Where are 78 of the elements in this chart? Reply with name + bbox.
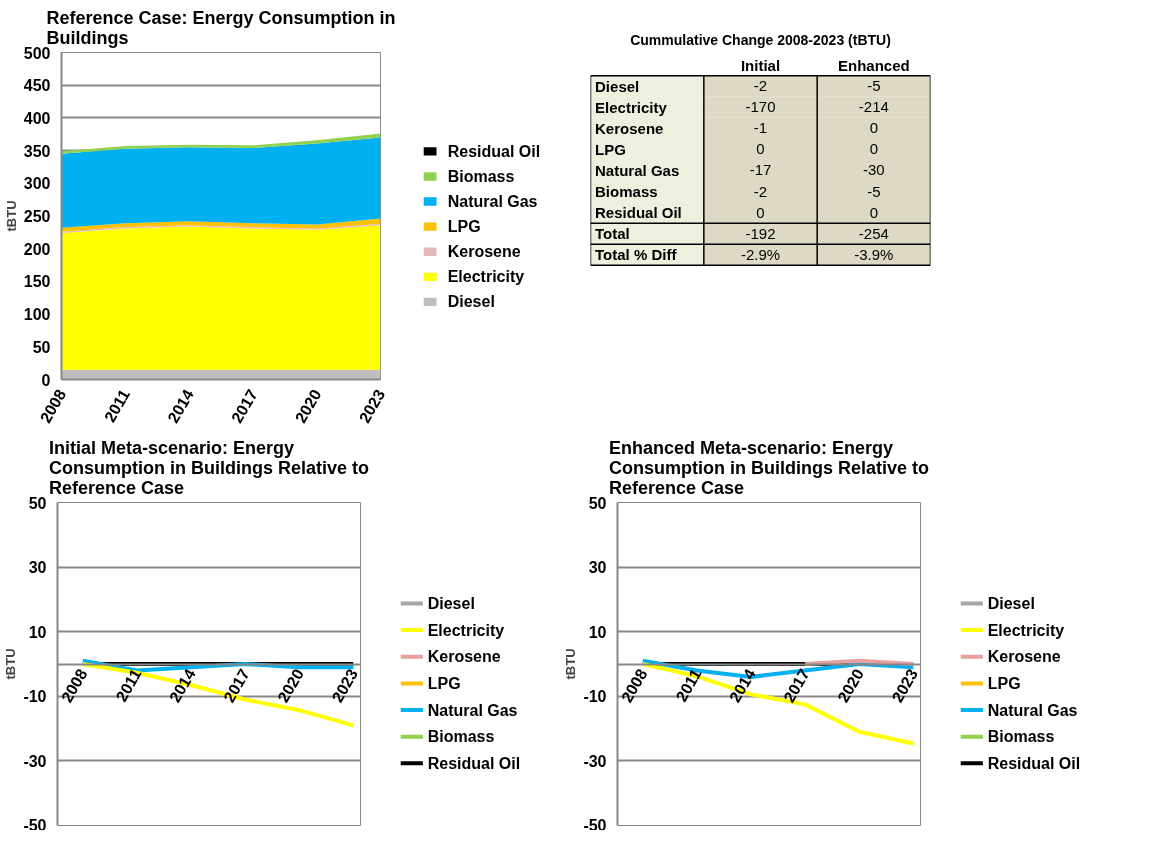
y-tick-label: 10 <box>588 623 607 641</box>
text: -5 <box>867 77 881 95</box>
text: LPG <box>595 140 626 158</box>
legend-label: LPG <box>427 674 461 692</box>
text: -192 <box>745 224 776 242</box>
text: Diesel <box>595 77 640 95</box>
text: -214 <box>858 98 889 116</box>
chart-title: Initial Meta-scenario: Energy Consumption in Buildings Relative to Reference Case <box>49 437 370 498</box>
legend-label: Kerosene <box>447 243 521 261</box>
legend-label: Residual Oil <box>447 142 541 160</box>
y-tick-label: 10 <box>28 623 47 641</box>
text: 0 <box>869 140 879 158</box>
y-tick-label: 50 <box>28 494 47 512</box>
text: Biomass <box>595 183 658 201</box>
text: -3.9% <box>854 246 894 264</box>
y-tick-label: -30 <box>583 752 607 770</box>
text: -5 <box>867 182 881 200</box>
legend-label: Electricity <box>987 621 1065 639</box>
legend-label: Natural Gas <box>987 701 1078 719</box>
legend-label: Natural Gas <box>427 701 518 719</box>
y-axis-title: tBTU <box>3 648 19 680</box>
text: -30 <box>862 161 885 179</box>
legend-label: Electricity <box>427 621 505 639</box>
text: -2 <box>753 77 768 95</box>
legend-label: Biomass <box>447 167 515 185</box>
text: Total <box>595 225 630 243</box>
text: Enhanced <box>837 56 910 74</box>
legend-label: Diesel <box>447 293 495 311</box>
text: -1 <box>753 119 768 137</box>
y-tick-label: 400 <box>23 109 51 127</box>
y-tick-label: 250 <box>23 208 51 225</box>
legend-label: Natural Gas <box>447 193 538 211</box>
y-tick-label: 50 <box>32 338 51 356</box>
legend-label: Residual Oil <box>427 754 521 772</box>
legend-label: Residual Oil <box>987 754 1081 772</box>
y-tick-label: 200 <box>23 240 51 258</box>
text: 0 <box>869 203 879 221</box>
text: -2.9% <box>740 246 781 264</box>
legend-label: Kerosene <box>427 648 501 666</box>
y-axis-title: tBTU <box>563 648 579 680</box>
text: 0 <box>756 203 765 221</box>
text: 0 <box>869 119 879 137</box>
text: Natural Gas <box>595 161 680 179</box>
y-tick-label: 50 <box>588 494 607 512</box>
legend-label: LPG <box>447 218 481 236</box>
chart-title: Enhanced Meta-scenario: Energy Consumption in Buildings Relative to Reference Case <box>609 437 930 498</box>
legend-label: Electricity <box>447 268 525 286</box>
y-tick-label: 450 <box>23 77 51 95</box>
text: -2 <box>753 182 768 200</box>
legend-label: Biomass <box>987 728 1055 746</box>
text: Cummulative Change 2008-2023 (tBTU) <box>630 31 891 48</box>
y-tick-label: -50 <box>23 816 47 834</box>
legend-label: Diesel <box>427 594 475 612</box>
legend-label: Kerosene <box>987 648 1061 666</box>
y-tick-label: 100 <box>23 306 51 324</box>
y-tick-label: 350 <box>23 142 51 160</box>
y-tick-label: -10 <box>583 688 607 706</box>
y-tick-label: -30 <box>23 752 47 770</box>
y-tick-label: 0 <box>41 371 51 389</box>
y-axis-title: tBTU <box>3 200 19 232</box>
text: Residual Oil <box>595 204 682 222</box>
text: 0 <box>756 140 765 158</box>
legend-label: LPG <box>987 674 1021 692</box>
text: -17 <box>749 161 772 179</box>
y-tick-label: -50 <box>583 816 607 834</box>
text: Initial <box>740 56 781 74</box>
text: Electricity <box>595 98 668 116</box>
legend-label: Diesel <box>987 594 1035 612</box>
y-tick-label: 150 <box>23 273 51 291</box>
text: Total % Diff <box>595 246 678 264</box>
text: -170 <box>745 98 776 116</box>
y-tick-label: 30 <box>588 559 607 577</box>
text: Kerosene <box>595 119 664 137</box>
y-tick-label: 30 <box>28 559 47 577</box>
text: -254 <box>858 224 889 242</box>
y-tick-label: 300 <box>23 175 51 193</box>
legend-label: Biomass <box>427 728 495 746</box>
y-tick-label: -10 <box>23 688 47 706</box>
